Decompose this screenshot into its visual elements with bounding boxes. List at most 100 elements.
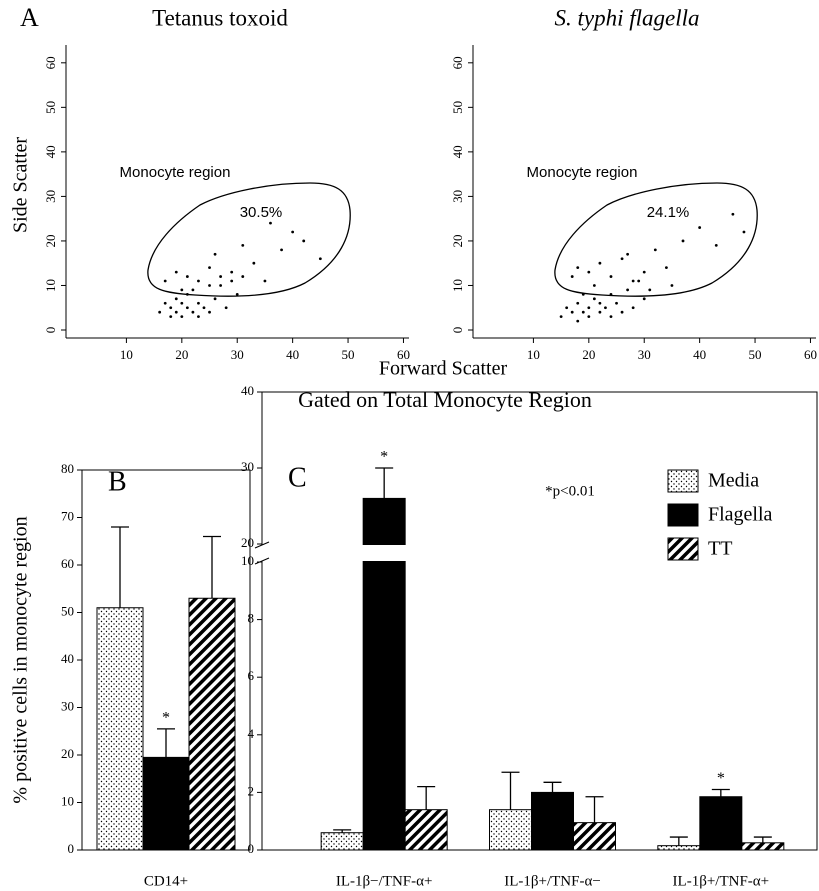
legend-label: Flagella: [708, 504, 773, 526]
gate-label: Monocyte region: [120, 164, 231, 181]
y-tick-label: 50: [43, 101, 58, 114]
gate-outline: [147, 182, 351, 297]
gate-outline: [554, 182, 758, 297]
y-tick-label: 8: [248, 611, 255, 626]
axis-break: [254, 545, 270, 561]
gate-label: Monocyte region: [527, 164, 638, 181]
event-dot: [269, 221, 272, 225]
event-dot: [570, 310, 574, 314]
event-dot: [169, 306, 173, 310]
event-dot: [598, 310, 602, 314]
event-dot: [185, 275, 189, 278]
x-tick-label: 60: [804, 347, 817, 362]
x-tick-label: 10: [527, 347, 540, 362]
event-dot: [252, 261, 256, 265]
event-dot: [174, 297, 178, 301]
bar: [489, 809, 532, 851]
event-dot: [742, 230, 746, 234]
event-dot: [664, 266, 668, 270]
event-dot: [197, 301, 200, 305]
y-tick-label: 10: [450, 279, 465, 292]
event-dot: [592, 297, 596, 301]
y-tick-label: 60: [61, 556, 74, 571]
gate-percent: 24.1%: [647, 204, 690, 221]
x-tick-label: 10: [120, 347, 133, 362]
event-dot: [224, 306, 228, 310]
event-dot: [731, 212, 735, 216]
event-dot: [698, 226, 702, 229]
bar: [741, 842, 785, 851]
x-tick-label: 30: [638, 347, 651, 362]
y-tick-label: 20: [241, 535, 254, 550]
event-dot: [302, 239, 306, 243]
chart-title: Gated on Total Monocyte Region: [298, 387, 592, 412]
event-dot: [581, 292, 585, 296]
y-tick-label: 50: [450, 101, 465, 114]
y-tick-label: 40: [43, 145, 58, 158]
y-tick-label: 0: [248, 841, 255, 856]
y-tick-label: 6: [248, 668, 255, 683]
x-tick-label: 60: [397, 347, 410, 362]
x-tick-label: 50: [749, 347, 762, 362]
bar-break: [362, 545, 407, 561]
y-tick-label: 30: [450, 190, 465, 203]
legend-label: Media: [708, 470, 759, 492]
chart-title: S. typhi flagella: [554, 5, 699, 30]
event-dot: [609, 292, 613, 296]
event-dot: [653, 248, 657, 252]
y-tick-label: 20: [61, 746, 74, 761]
legend-label: TT: [708, 538, 732, 560]
y-tick-label: 30: [43, 190, 58, 203]
event-dot: [208, 284, 211, 287]
event-dot: [559, 315, 563, 319]
event-dot: [280, 248, 283, 252]
gate-percent: 30.5%: [240, 204, 283, 221]
event-dot: [631, 279, 635, 283]
event-dot: [609, 275, 613, 278]
axis-break-mark: [254, 541, 270, 549]
event-dot: [213, 297, 217, 301]
event-dot: [592, 284, 596, 287]
event-dot: [163, 279, 167, 283]
legend-swatch: [667, 469, 699, 493]
bar: [699, 796, 743, 851]
x-tick-label: IL-1β+/TNF-α+: [673, 873, 770, 889]
event-dot: [570, 275, 574, 278]
legend-swatch: [667, 537, 699, 561]
x-tick-label: 20: [582, 347, 595, 362]
event-dot: [174, 270, 178, 274]
event-dot: [202, 306, 206, 310]
event-dot: [219, 284, 223, 287]
event-dot: [180, 301, 184, 305]
event-dot: [620, 257, 624, 261]
event-dot: [185, 292, 189, 296]
x-tick-label: CD14+: [144, 873, 188, 889]
x-axis-label: Forward Scatter: [379, 358, 508, 380]
y-tick-label: 70: [61, 508, 74, 523]
y-tick-label: 40: [241, 383, 254, 398]
event-dot: [604, 306, 607, 310]
y-tick-label: 10: [241, 553, 254, 568]
event-dot: [158, 310, 162, 314]
event-dot: [241, 275, 245, 278]
x-tick-label: 50: [342, 347, 355, 362]
event-dot: [609, 315, 613, 319]
x-tick-label: 30: [231, 347, 244, 362]
y-axis-label: Side Scatter: [10, 137, 32, 233]
bar: [142, 756, 190, 851]
event-dot: [565, 306, 569, 310]
y-tick-label: 10: [61, 793, 74, 808]
event-dot: [230, 270, 234, 274]
event-dot: [318, 257, 322, 261]
event-dot: [620, 310, 624, 314]
event-dot: [642, 270, 646, 274]
event-dot: [681, 239, 685, 243]
y-tick-label: 40: [450, 145, 465, 158]
event-dot: [235, 292, 239, 296]
event-dot: [626, 288, 630, 292]
y-tick-label: 0: [450, 327, 465, 334]
event-dot: [587, 315, 591, 319]
y-tick-label: 20: [43, 234, 58, 247]
y-tick-label: 2: [248, 783, 255, 798]
